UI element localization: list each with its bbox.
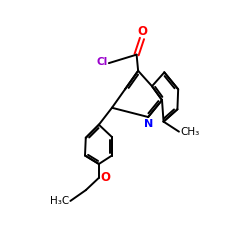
Text: Cl: Cl	[97, 57, 108, 67]
Text: N: N	[144, 118, 154, 128]
Text: CH₃: CH₃	[180, 127, 200, 137]
Text: O: O	[137, 25, 147, 38]
Text: O: O	[100, 171, 110, 184]
Text: H₃C: H₃C	[50, 196, 70, 206]
